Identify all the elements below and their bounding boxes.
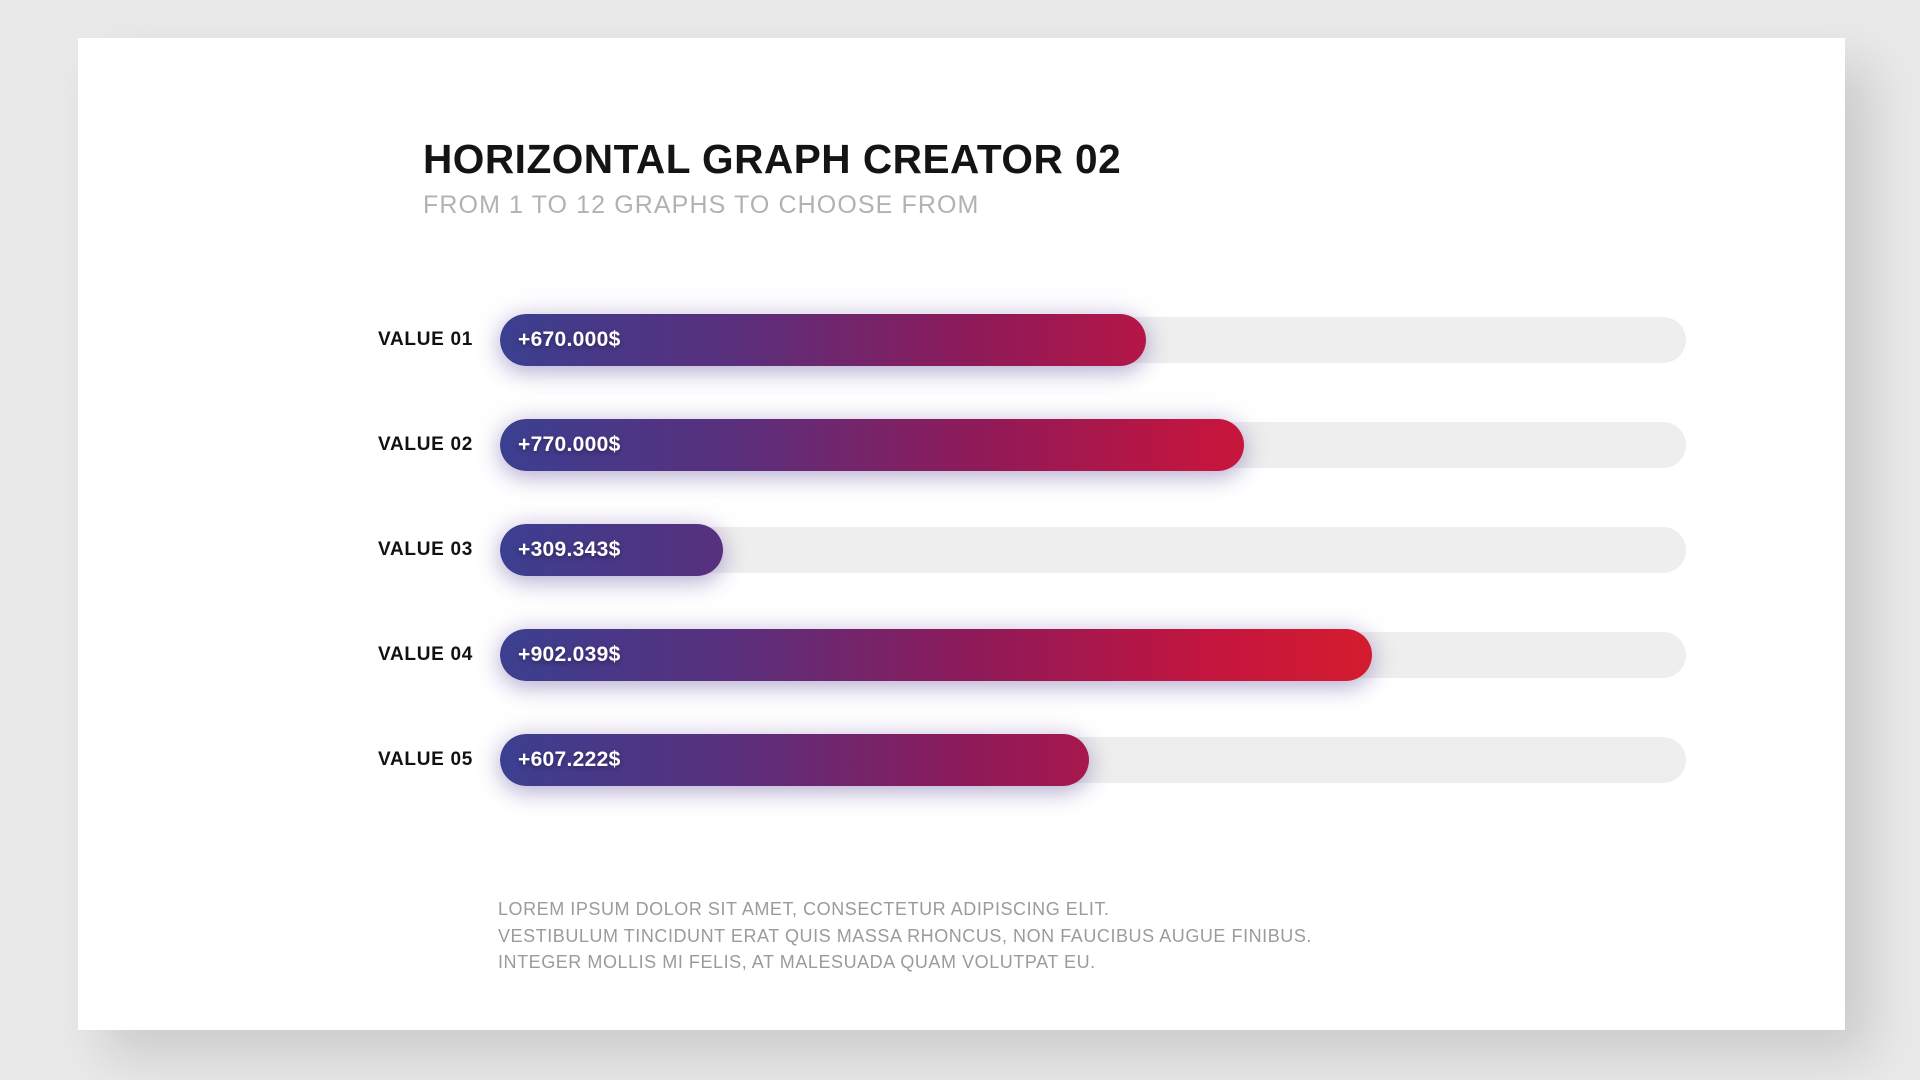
- bar-value-label: +309.343$: [518, 538, 621, 561]
- bar-row: VALUE 02 +770.000$: [78, 419, 1920, 471]
- bar-row: VALUE 01 +670.000$: [78, 314, 1920, 366]
- footer-line: VESTIBULUM TINCIDUNT ERAT QUIS MASSA RHO…: [498, 925, 1312, 946]
- bar-category-label: VALUE 05: [378, 749, 473, 770]
- bar-row: VALUE 03 +309.343$: [78, 524, 1920, 576]
- bar-gradient: [500, 524, 723, 576]
- bar-gradient: [500, 734, 1089, 786]
- bar-fill[interactable]: +309.343$: [500, 524, 723, 576]
- bar-gradient: [500, 419, 1244, 471]
- bar-value-label: +670.000$: [518, 328, 621, 351]
- bar-category-label: VALUE 04: [378, 644, 473, 665]
- bar-value-label: +770.000$: [518, 433, 621, 456]
- bar-category-label: VALUE 03: [378, 539, 473, 560]
- bar-value-label: +902.039$: [518, 643, 621, 666]
- footer-line: INTEGER MOLLIS MI FELIS, AT MALESUADA QU…: [498, 952, 1096, 972]
- header: HORIZONTAL GRAPH CREATOR 02 FROM 1 TO 12…: [423, 136, 1723, 220]
- bar-category-label: VALUE 02: [378, 434, 473, 455]
- footer-line: LOREM IPSUM DOLOR SIT AMET, CONSECTETUR …: [498, 899, 1110, 919]
- bar-gradient: [500, 314, 1146, 366]
- bar-value-label: +607.222$: [518, 748, 621, 771]
- bar-row: VALUE 04 +902.039$: [78, 629, 1920, 681]
- bar-fill[interactable]: +670.000$: [500, 314, 1146, 366]
- horizontal-bar-chart: VALUE 01 +670.000$ VALUE 02 +770.000$ VALUE …: [78, 314, 1920, 839]
- bar-gradient: [500, 629, 1372, 681]
- bar-fill[interactable]: +770.000$: [500, 419, 1244, 471]
- page-title: HORIZONTAL GRAPH CREATOR 02: [423, 136, 1122, 182]
- bar-category-label: VALUE 01: [378, 329, 473, 350]
- bar-fill[interactable]: +902.039$: [500, 629, 1372, 681]
- footer-text-block: LOREM IPSUM DOLOR SIT AMET, CONSECTETUR …: [498, 896, 1498, 976]
- page-subtitle: FROM 1 TO 12 GRAPHS TO CHOOSE FROM: [423, 191, 980, 220]
- slide-card: HORIZONTAL GRAPH CREATOR 02 FROM 1 TO 12…: [78, 38, 1845, 1030]
- bar-row: VALUE 05 +607.222$: [78, 734, 1920, 786]
- bar-fill[interactable]: +607.222$: [500, 734, 1089, 786]
